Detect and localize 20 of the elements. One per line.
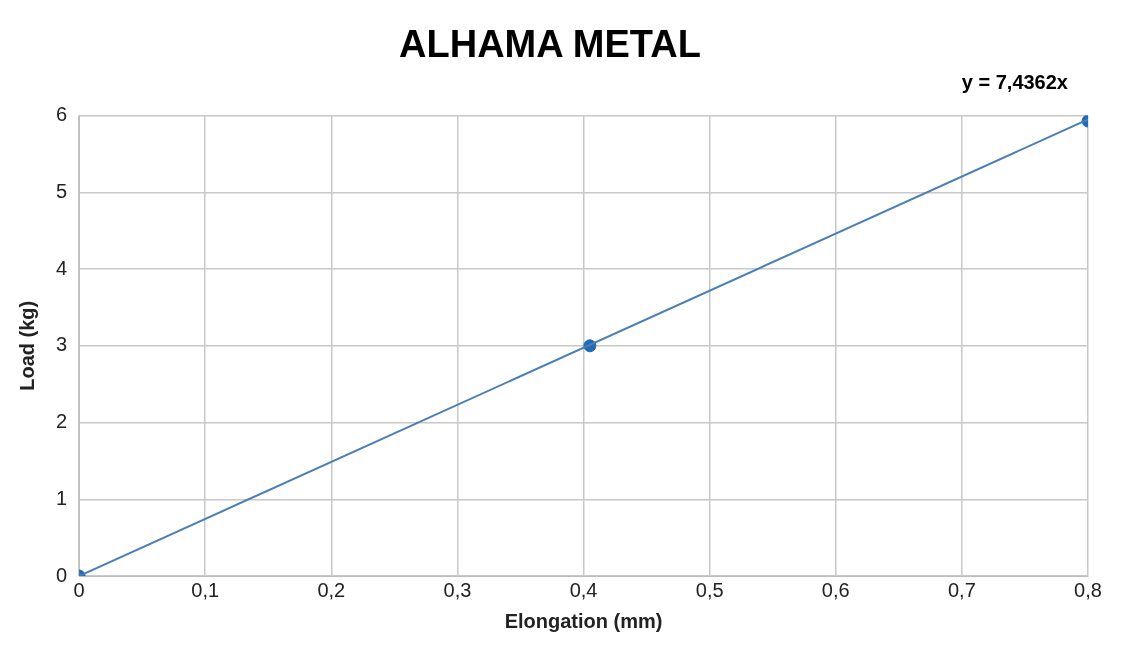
- y-tick-label: 3: [56, 333, 68, 356]
- y-tick-label: 4: [56, 256, 68, 279]
- x-tick-label: 0,4: [569, 578, 598, 601]
- y-tick-label: 0: [56, 563, 68, 586]
- x-tick-label: 0,5: [695, 578, 724, 601]
- chart-title: ALHAMA METAL: [399, 23, 701, 66]
- x-axis-title: Elongation (mm): [504, 609, 663, 632]
- x-tick-label: 0,2: [317, 578, 346, 601]
- y-tick-label: 6: [56, 103, 68, 126]
- y-tick-label: 5: [56, 179, 68, 202]
- x-tick-label: 0,1: [191, 578, 220, 601]
- x-tick-label: 0,3: [443, 578, 472, 601]
- y-tick-label: 1: [56, 486, 68, 509]
- x-tick-label: 0,7: [947, 578, 976, 601]
- y-axis-title: Load (kg): [15, 300, 38, 391]
- text: y = 7,4362x: [961, 71, 1068, 94]
- y-tick-label: 2: [56, 410, 68, 433]
- x-tick-label: 0: [73, 578, 85, 601]
- x-tick-label: 0,8: [1074, 578, 1102, 601]
- x-tick-label: 0,6: [821, 578, 850, 601]
